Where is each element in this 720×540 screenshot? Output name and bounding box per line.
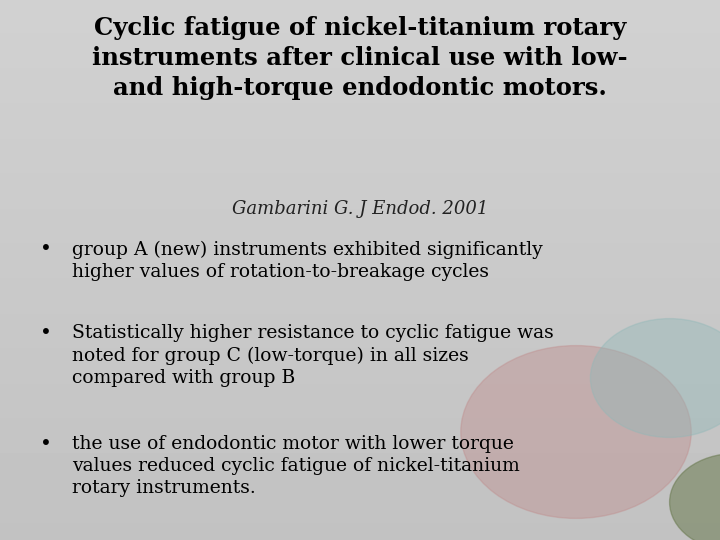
Text: Statistically higher resistance to cyclic fatigue was
noted for group C (low-tor: Statistically higher resistance to cycli… (72, 324, 554, 387)
Text: group A (new) instruments exhibited significantly
higher values of rotation-to-b: group A (new) instruments exhibited sign… (72, 240, 543, 281)
Text: •: • (40, 240, 51, 259)
Text: Gambarini G. J Endod. 2001: Gambarini G. J Endod. 2001 (232, 200, 488, 218)
Text: Cyclic fatigue of nickel-titanium rotary
instruments after clinical use with low: Cyclic fatigue of nickel-titanium rotary… (92, 16, 628, 100)
Text: •: • (40, 324, 51, 343)
Text: the use of endodontic motor with lower torque
values reduced cyclic fatigue of n: the use of endodontic motor with lower t… (72, 435, 520, 497)
Text: •: • (40, 435, 51, 454)
Circle shape (670, 454, 720, 540)
Circle shape (590, 319, 720, 437)
Circle shape (461, 346, 691, 518)
